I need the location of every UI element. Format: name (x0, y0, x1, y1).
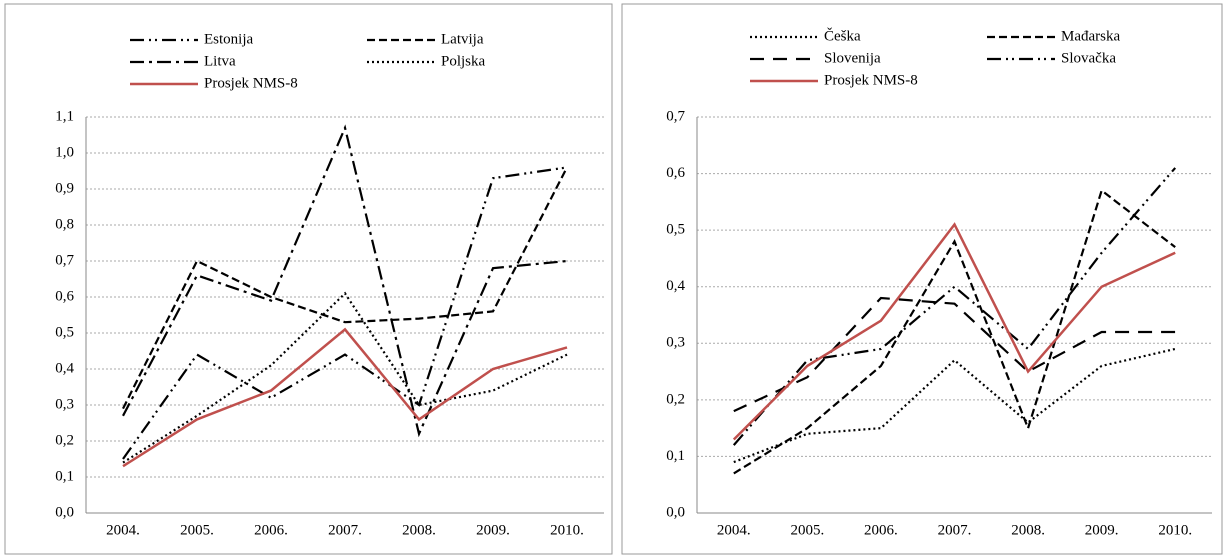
series-line (122, 124, 568, 438)
y-tick-label: 0,7 (666, 108, 685, 124)
series-line (733, 347, 1176, 464)
panel-border (621, 3, 1223, 555)
y-tick-label: 0,6 (666, 165, 685, 181)
legend-label: Češka (824, 27, 861, 44)
legend-label: Slovačka (1061, 50, 1116, 66)
x-tick-label: 2004. (717, 522, 751, 538)
y-tick-label: 0,5 (666, 222, 685, 238)
legend-label: Slovenija (824, 50, 881, 66)
y-tick-label: 0,2 (666, 391, 685, 407)
y-tick-label: 0,2 (55, 432, 74, 448)
y-tick-label: 1,1 (55, 108, 74, 124)
legend-label: Prosjek NMS-8 (204, 75, 298, 91)
y-tick-label: 0,4 (55, 360, 74, 376)
x-tick-label: 2008. (402, 522, 436, 538)
y-tick-label: 0,5 (55, 324, 74, 340)
x-tick-label: 2005. (180, 522, 214, 538)
y-tick-label: 1,0 (55, 144, 74, 160)
y-tick-label: 0,6 (55, 288, 74, 304)
x-tick-label: 2010. (1158, 522, 1192, 538)
x-tick-label: 2005. (790, 522, 824, 538)
x-tick-label: 2006. (254, 522, 288, 538)
series-line (733, 296, 1176, 413)
x-tick-label: 2006. (864, 522, 898, 538)
y-tick-label: 0,0 (55, 504, 74, 520)
series-line (733, 188, 1176, 475)
y-tick-label: 0,1 (55, 468, 74, 484)
y-tick-label: 0,3 (55, 396, 74, 412)
series-line (732, 167, 1177, 446)
series-line (122, 166, 568, 410)
y-tick-label: 0,1 (666, 448, 685, 464)
y-tick-label: 0,9 (55, 180, 74, 196)
series-line (122, 166, 568, 460)
y-tick-label: 0,8 (55, 216, 74, 232)
legend-label: Mađarska (1061, 28, 1120, 44)
legend-label: Latvija (441, 31, 484, 47)
legend-label: Poljska (441, 53, 486, 69)
y-tick-label: 0,3 (666, 335, 685, 351)
y-tick-label: 0,0 (666, 504, 685, 520)
x-tick-label: 2004. (106, 522, 140, 538)
x-tick-label: 2009. (476, 522, 510, 538)
legend-label: Estonija (204, 31, 254, 47)
series-line (122, 327, 568, 468)
x-tick-label: 2009. (1085, 522, 1119, 538)
y-tick-label: 0,7 (55, 252, 74, 268)
panel-border (4, 3, 613, 555)
y-tick-label: 0,4 (666, 278, 685, 294)
x-tick-label: 2008. (1011, 522, 1045, 538)
legend-label: Prosjek NMS-8 (824, 72, 918, 88)
legend-label: Litva (204, 53, 236, 69)
series-line (122, 291, 568, 464)
x-tick-label: 2010. (550, 522, 584, 538)
x-tick-label: 2007. (938, 522, 972, 538)
series-line (732, 222, 1176, 441)
x-tick-label: 2007. (328, 522, 362, 538)
